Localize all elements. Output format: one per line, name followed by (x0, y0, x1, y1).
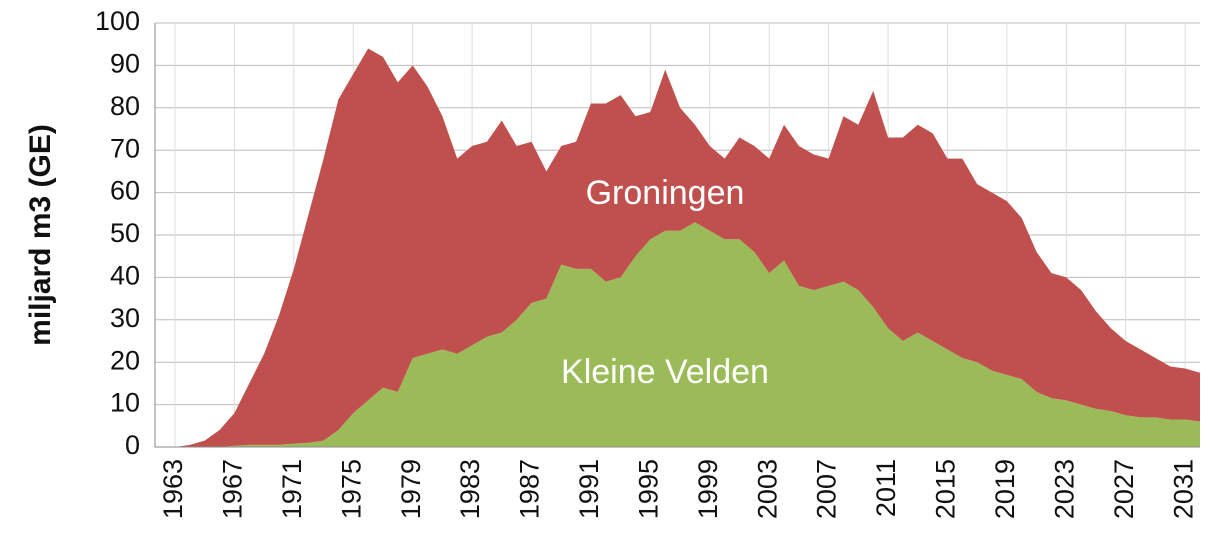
y-tick-label: 20 (110, 345, 140, 375)
y-tick-label: 30 (110, 303, 140, 333)
x-tick-label: 1967 (218, 459, 248, 519)
x-tick-label: 2019 (990, 459, 1020, 519)
y-tick-label: 70 (110, 133, 140, 163)
y-axis-label: miljard m3 (GE) (24, 124, 57, 346)
x-tick-label: 1999 (693, 459, 723, 519)
x-tick-label: 2011 (871, 459, 901, 517)
x-tick-label: 2015 (931, 459, 961, 519)
y-tick-label: 90 (110, 49, 140, 79)
x-tick-label: 2023 (1049, 459, 1079, 519)
x-tick-label: 1979 (396, 459, 426, 519)
x-tick-label: 2003 (752, 459, 782, 519)
x-tick-label: 2007 (812, 459, 842, 519)
x-tick-label: 1963 (158, 459, 188, 519)
y-tick-label: 40 (110, 261, 140, 291)
y-tick-label: 0 (125, 430, 140, 460)
x-tick-label: 1987 (515, 459, 545, 519)
y-tick-label: 50 (110, 218, 140, 248)
area-label: Groningen (586, 174, 745, 212)
area (175, 222, 1200, 447)
area (175, 48, 1200, 447)
y-tick-label: 80 (110, 91, 140, 121)
x-tick-label: 2031 (1168, 459, 1198, 519)
x-tick-label: 1983 (455, 459, 485, 519)
area-label: Kleine Velden (561, 353, 769, 391)
x-tick-label: 1971 (277, 459, 307, 519)
y-tick-label: 10 (110, 388, 140, 418)
y-tick-label: 100 (95, 6, 140, 36)
x-tick-label: 2027 (1109, 459, 1139, 519)
x-tick-label: 1975 (336, 459, 366, 519)
y-tick-label: 60 (110, 176, 140, 206)
x-tick-label: 1995 (633, 459, 663, 519)
x-tick-label: 1991 (574, 459, 604, 519)
